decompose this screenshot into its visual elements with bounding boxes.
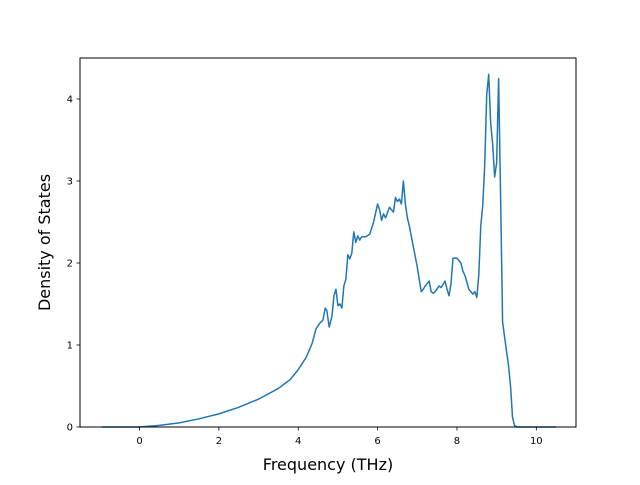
- x-tick-label: 2: [216, 436, 222, 447]
- plot-frame: [79, 57, 577, 428]
- y-tick-label: 2: [67, 259, 73, 270]
- y-tick-label: 3: [67, 177, 73, 188]
- y-tick-label: 4: [67, 95, 73, 106]
- x-tick-label: 6: [374, 436, 380, 447]
- y-tick-label: 1: [67, 341, 73, 352]
- y-tick-label: 0: [67, 423, 73, 434]
- x-tick-label: 10: [530, 436, 543, 447]
- x-axis-label: Frequency (THz): [263, 455, 393, 474]
- x-tick-label: 0: [136, 436, 142, 447]
- x-tick-label: 8: [454, 436, 460, 447]
- y-axis-label: Density of States: [35, 174, 54, 311]
- series-line-0: [101, 73, 557, 428]
- x-tick-label: 4: [295, 436, 301, 447]
